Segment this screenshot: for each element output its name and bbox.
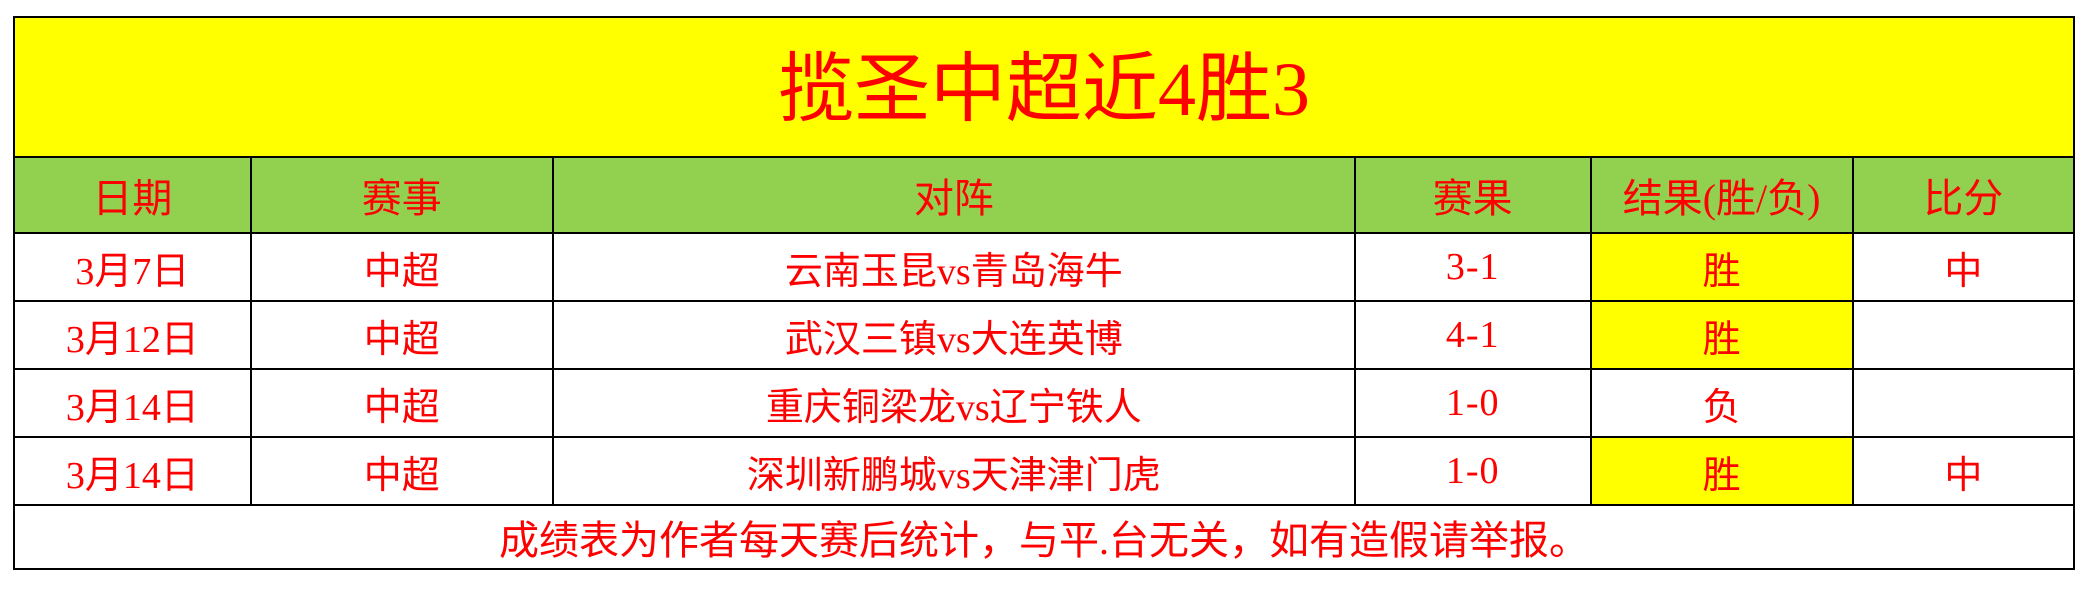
table-row: 3月14日 中超 深圳新鹏城vs天津津门虎 1-0 胜 中 — [13, 436, 2076, 506]
table-row: 3月7日 中超 云南玉昆vs青岛海牛 3-1 胜 中 — [13, 232, 2076, 302]
cell-date: 3月12日 — [13, 300, 252, 370]
title-banner: 揽圣中超近4胜3 — [13, 16, 2075, 158]
cell-result: 负 — [1589, 368, 1854, 438]
cell-result: 胜 — [1589, 300, 1854, 370]
table-header-row: 日期 赛事 对阵 赛果 结果(胜/负) 比分 — [13, 156, 2076, 234]
cell-score: 3-1 — [1353, 232, 1592, 302]
cell-result: 胜 — [1589, 436, 1854, 506]
cell-match: 武汉三镇vs大连英博 — [551, 300, 1356, 370]
column-header-date: 日期 — [13, 156, 252, 234]
column-header-competition: 赛事 — [249, 156, 554, 234]
results-table-sheet: 揽圣中超近4胜3 日期 赛事 对阵 赛果 结果(胜/负) 比分 3月7日 中超 … — [13, 16, 2076, 570]
column-header-match: 对阵 — [551, 156, 1356, 234]
cell-competition: 中超 — [249, 368, 554, 438]
cell-date: 3月14日 — [13, 436, 252, 506]
match-results-table: 揽圣中超近4胜3 日期 赛事 对阵 赛果 结果(胜/负) 比分 3月7日 中超 … — [13, 16, 2076, 570]
table-row: 3月14日 中超 重庆铜梁龙vs辽宁铁人 1-0 负 — [13, 368, 2076, 438]
cell-match: 云南玉昆vs青岛海牛 — [551, 232, 1356, 302]
cell-fen — [1851, 300, 2076, 370]
page-title: 揽圣中超近4胜3 — [778, 48, 1310, 132]
cell-match: 重庆铜梁龙vs辽宁铁人 — [551, 368, 1356, 438]
disclaimer-note: 成绩表为作者每天赛后统计，与平.台无关，如有造假请举报。 — [13, 504, 2075, 570]
cell-result: 胜 — [1589, 232, 1854, 302]
footer-row: 成绩表为作者每天赛后统计，与平.台无关，如有造假请举报。 — [13, 504, 2075, 570]
cell-competition: 中超 — [249, 436, 554, 506]
table-row: 3月12日 中超 武汉三镇vs大连英博 4-1 胜 — [13, 300, 2076, 370]
cell-match: 深圳新鹏城vs天津津门虎 — [551, 436, 1356, 506]
cell-fen: 中 — [1851, 436, 2076, 506]
title-row: 揽圣中超近4胜3 — [13, 16, 2075, 158]
column-header-score: 赛果 — [1353, 156, 1592, 234]
column-header-fen: 比分 — [1851, 156, 2076, 234]
cell-score: 1-0 — [1353, 368, 1592, 438]
cell-fen: 中 — [1851, 232, 2076, 302]
cell-competition: 中超 — [249, 300, 554, 370]
cell-fen — [1851, 368, 2076, 438]
cell-competition: 中超 — [249, 232, 554, 302]
column-header-result: 结果(胜/负) — [1589, 156, 1854, 234]
cell-score: 1-0 — [1353, 436, 1592, 506]
cell-date: 3月7日 — [13, 232, 252, 302]
cell-date: 3月14日 — [13, 368, 252, 438]
cell-score: 4-1 — [1353, 300, 1592, 370]
